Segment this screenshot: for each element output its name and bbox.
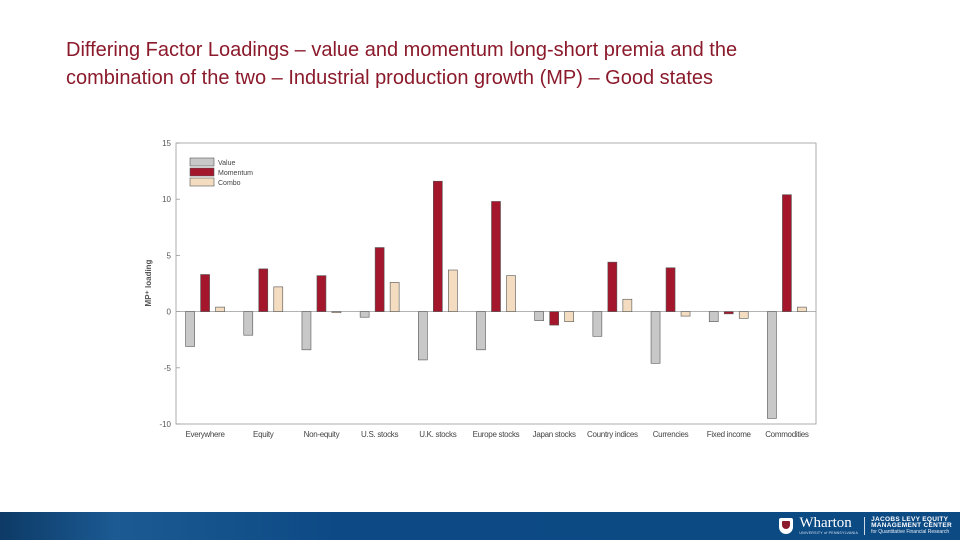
y-tick-label: 5	[167, 251, 172, 260]
y-tick-label: -10	[159, 420, 171, 429]
factor-loading-bar-chart: 15 10 5 0 -5 -10 Everywhere Equity Non-equity U.…	[144, 139, 817, 439]
x-tick-label: Equity	[253, 430, 274, 439]
bar-combo	[273, 286, 284, 312]
legend-swatch-combo	[189, 177, 215, 187]
y-tick-label: 15	[162, 139, 171, 148]
slide-title-line-2: combination of the two – Industrial prod…	[66, 67, 714, 89]
bar-combo	[389, 282, 400, 312]
slide-title: Differing Factor Loadings – value and mo…	[66, 36, 926, 92]
bar-value	[650, 311, 661, 364]
wharton-shield-icon	[779, 518, 794, 534]
footer-bar: Wharton UNIVERSITY of PENNSYLVANIA JACOB…	[0, 512, 960, 540]
y-axis-label: MP⁺ loading	[144, 259, 153, 306]
bar-value	[359, 311, 370, 318]
y-tick-label: 0	[167, 308, 172, 317]
legend-label-value: Value	[218, 160, 235, 167]
slide-title-line-1: Differing Factor Loadings – value and mo…	[66, 39, 738, 61]
bar-momentum	[723, 311, 734, 315]
bar-value	[476, 311, 486, 351]
bar-combo	[622, 298, 633, 312]
legend-label-momentum: Momentum	[218, 170, 253, 177]
bar-value	[185, 311, 195, 347]
bar-momentum	[433, 180, 443, 312]
bar-combo	[738, 311, 749, 319]
x-tick-label: U.K. stocks	[419, 430, 456, 439]
wharton-name: Wharton	[799, 515, 852, 532]
x-tick-label: Fixed income	[707, 430, 752, 439]
bar-value	[534, 311, 544, 321]
bar-momentum	[258, 268, 269, 312]
bar-combo	[680, 311, 691, 317]
bar-momentum	[782, 194, 792, 312]
x-tick-label: Country indices	[587, 430, 638, 439]
jacobs-line-3: for Quantitative Financial Research	[871, 529, 950, 536]
x-tick-label: Everywhere	[185, 430, 225, 439]
bar-momentum	[549, 311, 559, 326]
x-tick-label: Currencies	[653, 430, 689, 439]
jacobs-line-1: JACOBS LEVY EQUITY	[871, 515, 949, 523]
x-tick-label: Commodities	[765, 430, 809, 439]
bar-value	[243, 311, 254, 336]
wharton-jacobs-levy-logo: Wharton UNIVERSITY of PENNSYLVANIA JACOB…	[779, 515, 952, 537]
x-tick-label: Europe stocks	[473, 430, 520, 439]
legend-swatch-value	[189, 157, 215, 167]
jacobs-line-2: MANAGEMENT CENTER	[871, 522, 952, 530]
bar-momentum	[200, 274, 210, 312]
jacobs-levy-wordmark: JACOBS LEVY EQUITY MANAGEMENT CENTER for…	[871, 515, 952, 536]
bar-combo	[564, 311, 574, 323]
bar-value	[592, 311, 603, 337]
wharton-sub: UNIVERSITY of PENNSYLVANIA	[799, 531, 859, 536]
y-tick-label: -5	[164, 364, 172, 373]
bar-momentum	[665, 267, 676, 312]
x-tick-label: Non-equity	[304, 430, 340, 439]
x-tick-label: Japan stocks	[533, 430, 576, 439]
bar-value	[418, 311, 428, 361]
legend-swatch-momentum	[189, 167, 215, 177]
logo-divider	[864, 517, 866, 535]
bar-momentum	[316, 275, 327, 312]
y-tick-label: 10	[162, 195, 171, 204]
wharton-wordmark: Wharton UNIVERSITY of PENNSYLVANIA	[799, 516, 858, 536]
bar-combo	[215, 306, 225, 312]
bar-combo	[448, 269, 458, 312]
bar-value	[767, 311, 777, 419]
bar-momentum	[374, 247, 385, 312]
bar-value	[708, 311, 719, 323]
bar-momentum	[491, 201, 501, 312]
bar-combo	[797, 306, 807, 312]
bar-value	[301, 311, 312, 351]
legend-label-combo: Combo	[218, 180, 241, 187]
bar-momentum	[607, 261, 618, 312]
bar-combo	[506, 275, 516, 312]
legend: Value Momentum Combo	[189, 157, 253, 187]
bar-combo	[331, 311, 342, 314]
x-tick-label: U.S. stocks	[361, 430, 398, 439]
